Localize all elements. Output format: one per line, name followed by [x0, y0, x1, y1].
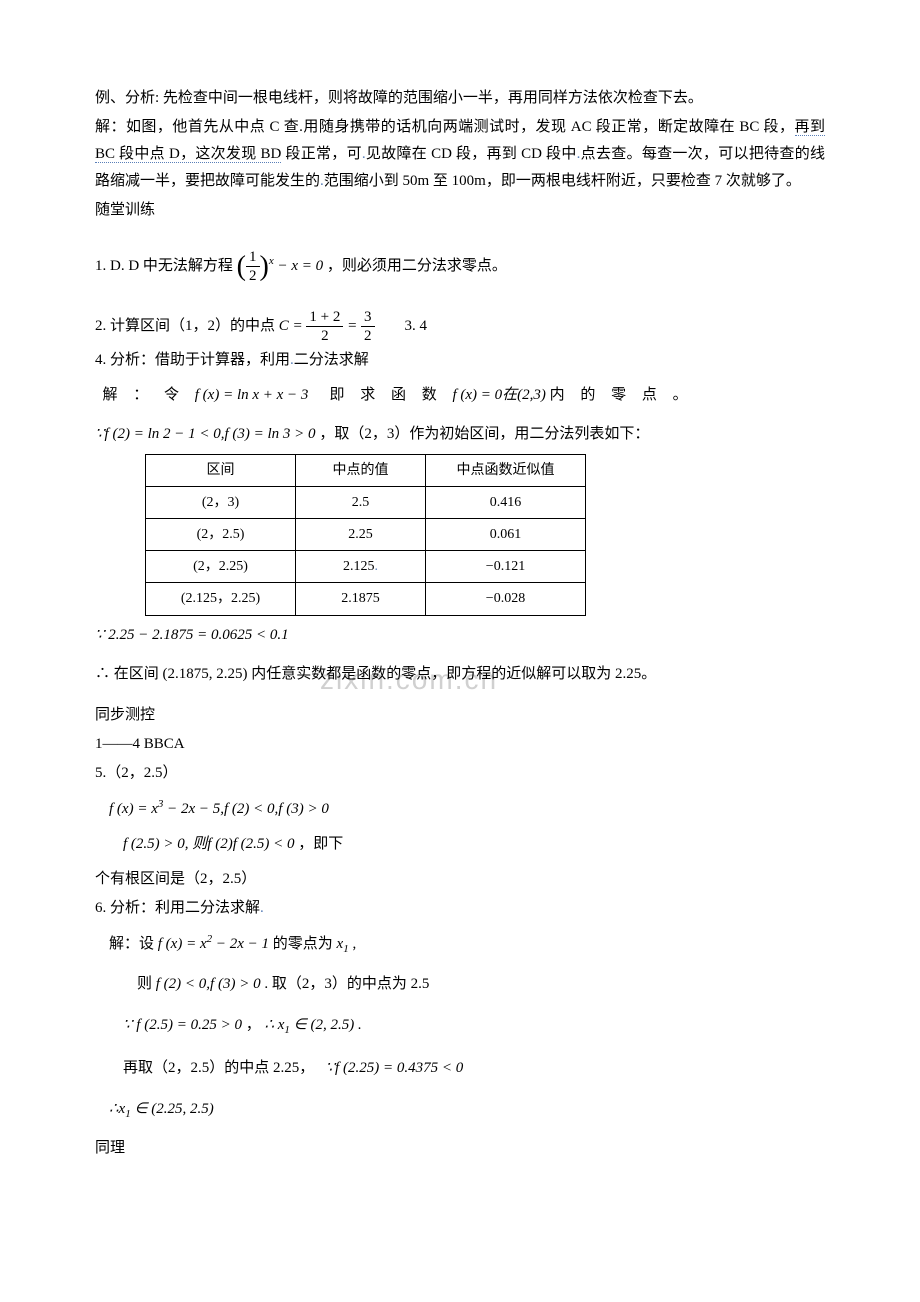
ans-5c: 个有根区间是（2，2.5）	[95, 866, 825, 893]
table-row: (2，2.25) 2.125. −0.121	[146, 551, 586, 583]
expr2: ∴ x1 ∈ (2, 2.5) .	[264, 1017, 361, 1033]
q4: 4. 分析：借助于计算器，利用.二分法求解	[95, 347, 825, 374]
paragraph-solution: 解：如图，他首先从中点 C 查.用随身携带的话机向两端测试时，发现 AC 段正常…	[95, 114, 825, 195]
text: ，即下	[298, 836, 343, 852]
q6-sol3: ∵ f (2.5) = 0.25 > 0 ， ∴ x1 ∈ (2, 2.5) .	[95, 1012, 825, 1041]
num: 1 + 2	[306, 308, 343, 327]
text: 解：设	[109, 936, 154, 952]
q6: 6. 分析：利用二分法求解.	[95, 895, 825, 922]
q4-text: 4. 分析：借助于计算器，利用	[95, 352, 290, 368]
den: 2	[306, 327, 343, 345]
rparen: )	[260, 251, 269, 282]
cell: −0.121	[426, 551, 586, 583]
text: 即 求 函 数	[320, 387, 453, 403]
expr: f (x) = x2 − 2x − 1	[158, 936, 269, 952]
cell: 0.416	[426, 486, 586, 518]
expr: f (x) = x3 − 2x − 5,f (2) < 0,f (3) > 0	[109, 801, 329, 817]
text: 内 的 零 点 。	[550, 387, 694, 403]
den: 2	[361, 327, 375, 345]
fx0: f (x) = 0在(2,3)	[452, 387, 545, 403]
cell: (2，2.25)	[146, 551, 296, 583]
th-fvalue: 中点函数近似值	[426, 454, 586, 486]
math-f25: f (2.5) > 0, 则f (2)f (2.5) < 0 ，即下	[95, 831, 825, 858]
den: 2	[246, 267, 260, 285]
solve-line1: 解 ： 令 f (x) = ln x + x − 3 即 求 函 数 f (x)…	[95, 382, 825, 409]
paragraph-example: 例、分析: 先检查中间一根电线杆，则将故障的范围缩小一半，再用同样方法依次检查下…	[95, 85, 825, 112]
q1-text: 1. D. D 中无法解方程	[95, 258, 233, 274]
val: 2.125	[343, 559, 375, 574]
section-tongbu: 同步测控	[95, 702, 825, 729]
cell: (2.125，2.25)	[146, 583, 296, 615]
table-row: (2，2.5) 2.25 0.061	[146, 518, 586, 550]
expr: ∵f (2.25) = 0.4375 < 0	[326, 1060, 464, 1076]
table-row: (2.125，2.25) 2.1875 −0.028	[146, 583, 586, 615]
num: 1	[246, 248, 260, 267]
solve-line2: ∵f (2) = ln 2 − 1 < 0,f (3) = ln 3 > 0 ，…	[95, 421, 825, 448]
text: . 取（2，3）的中点为 2.5	[264, 976, 429, 992]
cell: 2.25	[296, 518, 426, 550]
bisection-table: 区间 中点的值 中点函数近似值 (2，3) 2.5 0.416 (2，2.5) …	[145, 454, 586, 616]
expr: f (2.5) > 0, 则f (2)f (2.5) < 0	[123, 836, 294, 852]
section-suitang: 随堂训练	[95, 197, 825, 224]
th-interval: 区间	[146, 454, 296, 486]
text: 解 ： 令	[103, 387, 195, 403]
dot: .	[375, 559, 379, 574]
conclusion: ∴ 在区间 (2.1875, 2.25) 内任意实数都是函数的零点，即方程的近似…	[95, 661, 825, 688]
q2: 2. 计算区间（1，2）的中点 C = 1 + 22 = 32 3. 4	[95, 308, 825, 345]
exponent-x: x	[269, 255, 274, 267]
lparen: (	[237, 251, 246, 282]
eq: =	[343, 318, 361, 334]
text: 范围缩小到 50m 至 100m，即一两根电线杆附近，只要检查 7 次就够了。	[324, 173, 801, 189]
q6-text: 6. 分析：利用二分法求解	[95, 900, 260, 916]
table-header-row: 区间 中点的值 中点函数近似值	[146, 454, 586, 486]
th-midpoint: 中点的值	[296, 454, 426, 486]
q6-sol4: 再取（2，2.5）的中点 2.25， ∵f (2.25) = 0.4375 < …	[95, 1055, 825, 1082]
text: ，	[246, 1017, 261, 1033]
text: 段正常，可	[281, 146, 361, 162]
text: ，取（2，3）作为初始区间，用二分法列表如下：	[319, 426, 649, 442]
cell: 2.125.	[296, 551, 426, 583]
expr: ∵ f (2.5) = 0.25 > 0	[123, 1017, 242, 1033]
cell: 2.1875	[296, 583, 426, 615]
q4-text2: 二分法求解	[294, 352, 369, 368]
cell: 2.5	[296, 486, 426, 518]
c-eq: C =	[279, 318, 307, 334]
ans-1-4: 1——4 BBCA	[95, 731, 825, 758]
cell: −0.028	[426, 583, 586, 615]
q6-sol1: 解：设 f (x) = x2 − 2x − 1 的零点为 x1 ,	[95, 930, 825, 960]
inequality: ∵ 2.25 − 2.1875 = 0.0625 < 0.1	[95, 622, 825, 649]
text: 再取（2，2.5）的中点 2.25，	[123, 1060, 314, 1076]
text: 的零点为	[273, 936, 333, 952]
tongli: 同理	[95, 1135, 825, 1162]
ans-5: 5.（2，2.5）	[95, 760, 825, 787]
q1: 1. D. D 中无法解方程 (12)x − x = 0 ，则必须用二分法求零点…	[95, 236, 825, 298]
frac: 1 + 22	[306, 308, 343, 345]
math-eq: − x = 0	[277, 258, 323, 274]
num: 3	[361, 308, 375, 327]
x1: x1	[337, 936, 349, 952]
expr: f (2) < 0,f (3) > 0	[156, 976, 261, 992]
q1-text2: ，则必须用二分法求零点。	[327, 258, 507, 274]
text: 则	[137, 976, 152, 992]
q6-sol5: ∴x1 ∈ (2.25, 2.5)	[95, 1096, 825, 1125]
cell: (2，2.5)	[146, 518, 296, 550]
cell: (2，3)	[146, 486, 296, 518]
cell: 0.061	[426, 518, 586, 550]
text: 解：如图，他首先从中点 C 查.用随身携带的话机向两端测试时，发现 AC 段正常…	[95, 119, 795, 135]
dot: .	[260, 900, 264, 916]
table-row: (2，3) 2.5 0.416	[146, 486, 586, 518]
q3: 3. 4	[405, 318, 428, 334]
f2f3: ∵f (2) = ln 2 − 1 < 0,f (3) = ln 3 > 0	[95, 426, 316, 442]
math-fx-cubic: f (x) = x3 − 2x − 5,f (2) < 0,f (3) > 0	[95, 795, 825, 823]
frac2: 32	[361, 308, 375, 345]
q2-text: 2. 计算区间（1，2）的中点	[95, 318, 275, 334]
frac-half: 12	[246, 248, 260, 285]
text: 见故障在 CD 段，再到 CD 段中	[366, 146, 577, 162]
fx-lnx: f (x) = ln x + x − 3	[195, 387, 309, 403]
q6-sol2: 则 f (2) < 0,f (3) > 0 . 取（2，3）的中点为 2.5	[95, 971, 825, 998]
